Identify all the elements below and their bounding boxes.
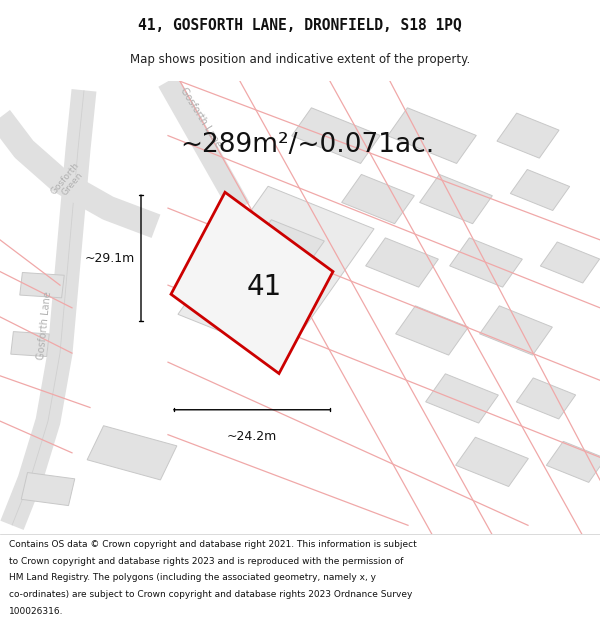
Polygon shape <box>449 238 523 287</box>
Text: Gosforth
Green: Gosforth Green <box>50 160 88 202</box>
Polygon shape <box>547 441 600 483</box>
Polygon shape <box>11 332 49 356</box>
Text: Gosforth Lane: Gosforth Lane <box>179 86 223 149</box>
Text: Map shows position and indicative extent of the property.: Map shows position and indicative extent… <box>130 52 470 66</box>
Polygon shape <box>178 186 374 357</box>
Polygon shape <box>511 169 569 211</box>
Text: 41, GOSFORTH LANE, DRONFIELD, S18 1PQ: 41, GOSFORTH LANE, DRONFIELD, S18 1PQ <box>138 18 462 33</box>
Polygon shape <box>517 378 575 419</box>
Polygon shape <box>455 438 529 486</box>
Polygon shape <box>20 272 64 298</box>
Text: co-ordinates) are subject to Crown copyright and database rights 2023 Ordnance S: co-ordinates) are subject to Crown copyr… <box>9 590 412 599</box>
Polygon shape <box>479 306 553 355</box>
Polygon shape <box>251 220 325 269</box>
Polygon shape <box>541 242 599 283</box>
Polygon shape <box>341 174 415 224</box>
Polygon shape <box>21 472 75 506</box>
Text: Contains OS data © Crown copyright and database right 2021. This information is : Contains OS data © Crown copyright and d… <box>9 540 417 549</box>
Polygon shape <box>388 107 476 164</box>
Text: ~24.2m: ~24.2m <box>227 430 277 443</box>
Polygon shape <box>87 426 177 480</box>
Polygon shape <box>171 192 333 374</box>
Polygon shape <box>425 374 499 423</box>
Polygon shape <box>292 107 380 164</box>
Text: ~289m²/~0.071ac.: ~289m²/~0.071ac. <box>180 132 434 158</box>
Text: to Crown copyright and database rights 2023 and is reproduced with the permissio: to Crown copyright and database rights 2… <box>9 557 403 566</box>
Text: HM Land Registry. The polygons (including the associated geometry, namely x, y: HM Land Registry. The polygons (includin… <box>9 573 376 582</box>
Text: 100026316.: 100026316. <box>9 607 64 616</box>
Text: 41: 41 <box>247 273 281 301</box>
Polygon shape <box>497 113 559 158</box>
Text: ~29.1m: ~29.1m <box>85 252 135 265</box>
Polygon shape <box>419 174 493 224</box>
Text: Gosforth Lane: Gosforth Lane <box>37 291 53 361</box>
Polygon shape <box>365 238 439 287</box>
Polygon shape <box>395 306 469 355</box>
